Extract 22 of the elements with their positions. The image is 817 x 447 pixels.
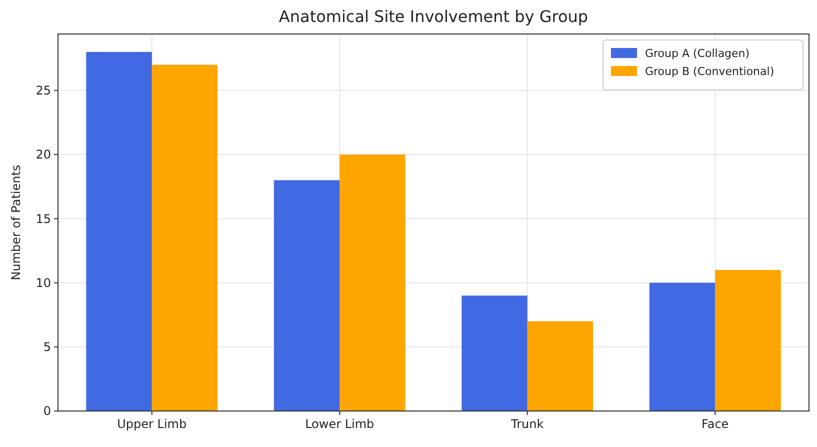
bar xyxy=(340,154,406,411)
bar xyxy=(274,180,340,411)
x-tick-label: Lower Limb xyxy=(305,417,374,431)
bar xyxy=(86,52,152,411)
y-tick-label: 10 xyxy=(36,276,51,290)
legend-label: Group B (Conventional) xyxy=(645,64,774,78)
bar xyxy=(462,296,528,411)
y-tick-label: 0 xyxy=(43,404,51,418)
bar xyxy=(527,321,594,411)
x-tick-label: Upper Limb xyxy=(117,417,187,431)
y-tick-label: 25 xyxy=(36,84,51,98)
y-axis-title: Number of Patients xyxy=(9,164,23,280)
bar xyxy=(152,64,218,411)
y-tick-label: 5 xyxy=(43,340,51,354)
y-tick-label: 20 xyxy=(36,148,51,162)
legend-label: Group A (Collagen) xyxy=(645,46,750,60)
bar xyxy=(715,270,781,411)
bar xyxy=(649,282,716,411)
x-tick-label: Trunk xyxy=(510,417,544,431)
chart-title: Anatomical Site Involvement by Group xyxy=(278,7,588,26)
y-tick-label: 15 xyxy=(36,212,51,226)
x-tick-label: Face xyxy=(702,417,729,431)
